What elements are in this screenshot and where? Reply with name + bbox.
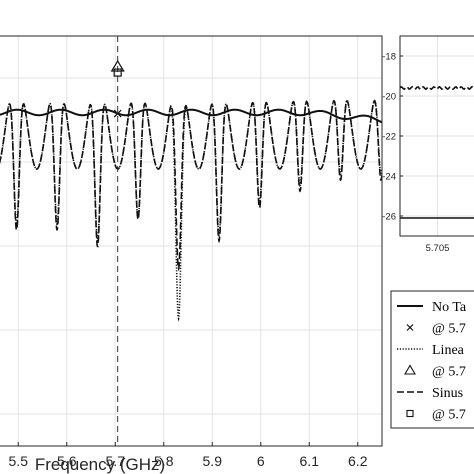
inset-y-tick-labels: -18 -20 -22 -24 -26 — [382, 52, 403, 223]
inset-y-tick-label: -22 — [382, 132, 396, 143]
legend-triangle-marker — [404, 364, 416, 375]
series-line-sinus — [0, 99, 382, 272]
marker-x-no-ta — [113, 109, 122, 118]
inset-x-tick-label: 5.705 — [426, 243, 450, 254]
legend-label: @ 5.7 — [432, 408, 466, 423]
legend-label: @ 5.7 — [432, 365, 466, 380]
x-axis-label: Frequency (GHz) — [35, 455, 165, 474]
legend-x-marker — [406, 324, 414, 331]
main-x-tick-labels: 5.5 5.6 5.7 5.8 5.9 6 6.1 6.2 — [9, 442, 368, 469]
main-x-tick-label: 6.2 — [348, 453, 368, 469]
legend-entry: Sinus — [397, 386, 463, 401]
inset-x-tick-labels: 5.705 — [426, 243, 450, 254]
inset-y-tick-label: -26 — [382, 212, 396, 223]
inset-chart: -18 -20 -22 -24 -26 5.705 — [382, 35, 474, 254]
inset-series-line-upper — [399, 85, 474, 91]
legend-entry: No Ta — [397, 300, 467, 315]
legend-items: No Ta @ 5.7 Linea @ 5.7 Sinus @ 5.7 — [397, 300, 467, 423]
marker-triangle-linea — [110, 59, 125, 72]
inset-y-tick-label: -18 — [382, 52, 396, 63]
main-x-tick-label: 5.6 — [57, 453, 77, 469]
main-x-tick-label: 6.1 — [300, 453, 320, 469]
main-x-tick-label: 5.8 — [154, 453, 174, 469]
legend-box — [390, 290, 474, 429]
inset-y-tick-label: -24 — [382, 172, 396, 183]
legend-entry: @ 5.7 — [404, 364, 466, 380]
main-x-tick-label: 5.9 — [203, 453, 223, 469]
inset-grid — [400, 36, 474, 236]
main-x-tick-label: 5.7 — [106, 453, 126, 469]
series-line-no-ta — [0, 108, 382, 124]
legend-square-marker — [406, 409, 414, 418]
main-markers — [110, 59, 125, 118]
legend-entry: @ 5.7 — [406, 408, 466, 423]
legend-label: Sinus — [432, 386, 463, 401]
legend: No Ta @ 5.7 Linea @ 5.7 Sinus @ 5.7 — [390, 290, 474, 429]
main-x-tick-label: 6 — [257, 453, 265, 469]
legend-label: No Ta — [432, 300, 467, 315]
marker-square-sinus — [113, 68, 122, 77]
legend-entry: Linea — [397, 343, 465, 358]
main-axes-frame — [0, 35, 383, 447]
main-series-group — [0, 99, 382, 322]
legend-label: Linea — [432, 343, 465, 358]
legend-entry: @ 5.7 — [406, 322, 466, 337]
inset-series-group — [399, 85, 474, 219]
legend-label: @ 5.7 — [432, 322, 466, 337]
inset-y-tick-label: -20 — [382, 92, 396, 103]
main-x-tick-label: 5.5 — [9, 453, 29, 469]
main-grid — [0, 36, 382, 446]
